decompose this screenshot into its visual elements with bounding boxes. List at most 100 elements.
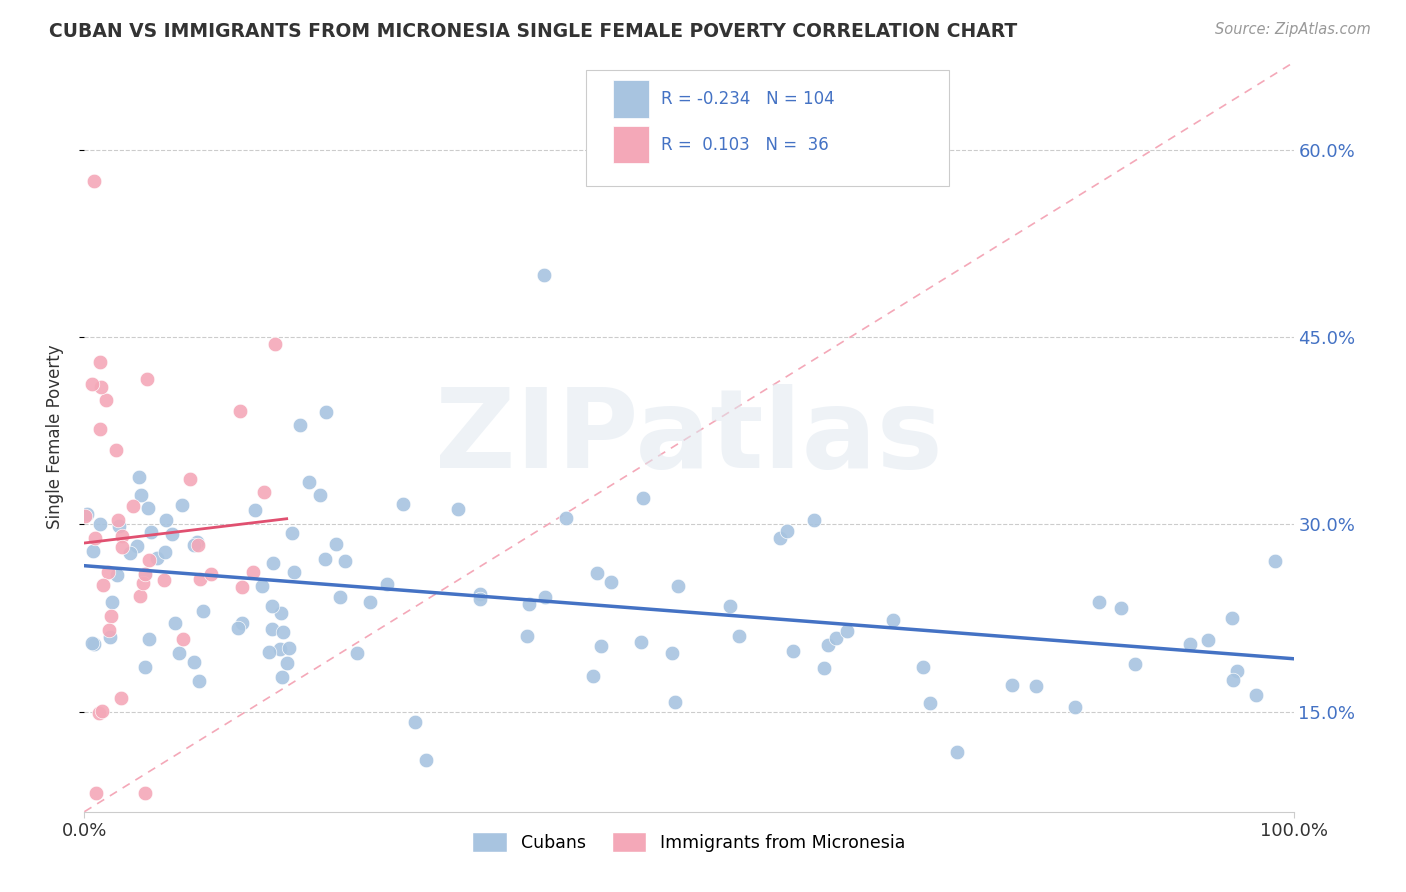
Point: [97, 623, 120, 637]
Point: [262, 556, 284, 570]
Point: [728, 629, 751, 643]
Point: [1001, 678, 1024, 692]
Point: [1244, 688, 1267, 702]
Point: [1220, 611, 1243, 625]
Point: [813, 661, 835, 675]
Point: [183, 538, 205, 552]
Point: [101, 595, 124, 609]
Point: [110, 690, 132, 705]
Point: [132, 575, 155, 590]
Point: [153, 573, 176, 587]
Point: [105, 568, 128, 582]
Point: [468, 591, 491, 606]
Point: [179, 472, 201, 486]
Text: R = -0.234   N = 104: R = -0.234 N = 104: [661, 90, 835, 108]
Point: [631, 491, 654, 506]
Text: R =  0.103   N =  36: R = 0.103 N = 36: [661, 136, 830, 153]
Y-axis label: Single Female Poverty: Single Female Poverty: [45, 345, 63, 529]
Point: [94, 392, 117, 407]
Point: [167, 646, 190, 660]
Point: [134, 659, 156, 673]
Point: [120, 546, 142, 560]
Point: [329, 590, 352, 604]
Point: [375, 577, 398, 591]
Point: [86, 786, 108, 800]
Point: [270, 606, 292, 620]
Point: [554, 511, 576, 525]
Point: [260, 622, 283, 636]
Point: [139, 525, 162, 540]
Point: [346, 646, 368, 660]
Point: [252, 578, 274, 592]
Point: [404, 714, 426, 729]
Point: [128, 470, 150, 484]
Point: [128, 589, 150, 603]
Point: [468, 587, 491, 601]
Legend: Cubans, Immigrants from Micronesia: Cubans, Immigrants from Micronesia: [465, 825, 912, 859]
Point: [172, 632, 194, 646]
Point: [138, 632, 160, 646]
Point: [391, 497, 413, 511]
Point: [1109, 601, 1132, 615]
Point: [882, 613, 904, 627]
Point: [824, 631, 846, 645]
Point: [769, 532, 792, 546]
Point: [242, 565, 264, 579]
Point: [1025, 679, 1047, 693]
Point: [1088, 595, 1111, 609]
Point: [110, 540, 132, 554]
Point: [946, 745, 969, 759]
Point: [183, 655, 205, 669]
Point: [89, 517, 111, 532]
Point: [1197, 633, 1219, 648]
Point: [270, 670, 292, 684]
Point: [82, 635, 104, 649]
Point: [269, 642, 291, 657]
Point: [447, 501, 470, 516]
Point: [245, 503, 267, 517]
Point: [84, 531, 107, 545]
Point: [325, 537, 347, 551]
Point: [231, 615, 253, 630]
Point: [1222, 673, 1244, 687]
Point: [599, 574, 621, 589]
Point: [283, 565, 305, 579]
Point: [134, 786, 156, 800]
Point: [200, 566, 222, 581]
FancyBboxPatch shape: [586, 70, 949, 186]
Point: [107, 512, 129, 526]
Point: [191, 604, 214, 618]
Point: [586, 566, 609, 581]
Point: [155, 545, 177, 559]
Point: [516, 629, 538, 643]
Point: [817, 638, 839, 652]
Point: [146, 551, 169, 566]
Point: [75, 508, 97, 523]
Point: [314, 551, 336, 566]
Point: [90, 704, 112, 718]
Point: [160, 527, 183, 541]
Point: [281, 525, 304, 540]
Point: [1226, 664, 1249, 678]
Text: ZIPatlas: ZIPatlas: [434, 384, 943, 491]
Point: [138, 552, 160, 566]
Point: [630, 635, 652, 649]
Point: [134, 567, 156, 582]
Point: [259, 645, 281, 659]
Point: [276, 656, 298, 670]
Point: [533, 268, 555, 282]
Point: [129, 488, 152, 502]
Point: [83, 637, 105, 651]
Point: [664, 695, 686, 709]
Point: [262, 599, 284, 613]
Bar: [613, 80, 650, 118]
Point: [309, 488, 332, 502]
Point: [776, 524, 799, 538]
Point: [188, 674, 211, 689]
Point: [666, 579, 689, 593]
Point: [333, 554, 356, 568]
Bar: [613, 126, 650, 163]
Point: [87, 706, 110, 721]
Point: [1123, 657, 1146, 671]
Point: [298, 475, 321, 489]
